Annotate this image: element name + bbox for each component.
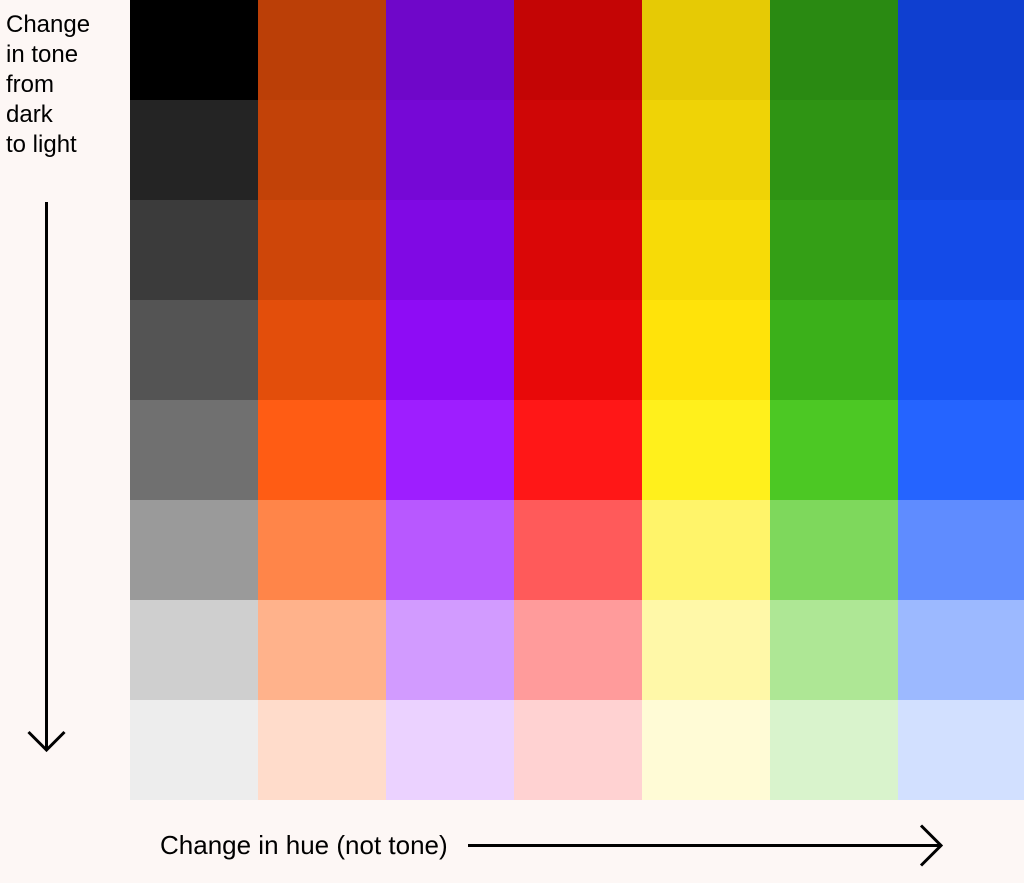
color-swatch [130, 300, 258, 400]
color-swatch [770, 700, 898, 800]
y-axis-label: Changein tonefromdarkto light [6, 10, 121, 160]
color-swatch [130, 400, 258, 500]
y-axis-label-line: dark [6, 100, 121, 130]
color-swatch [642, 0, 770, 100]
y-axis-label-line: Change [6, 10, 121, 40]
color-swatch [898, 100, 1024, 200]
color-swatch [642, 200, 770, 300]
color-swatch [258, 600, 386, 700]
right-arrow-icon [466, 822, 965, 869]
color-swatch [130, 0, 258, 100]
y-axis-label-line: in tone [6, 40, 121, 70]
color-swatch [258, 700, 386, 800]
down-arrow-icon [25, 200, 68, 772]
color-swatch [642, 600, 770, 700]
color-swatch [770, 0, 898, 100]
color-swatch [770, 200, 898, 300]
color-swatch [514, 600, 642, 700]
color-swatch [642, 400, 770, 500]
color-swatch [258, 0, 386, 100]
color-swatch [130, 200, 258, 300]
color-swatch [898, 300, 1024, 400]
color-swatch [642, 300, 770, 400]
color-swatch [898, 700, 1024, 800]
color-swatch [770, 100, 898, 200]
color-swatch [258, 100, 386, 200]
color-swatch [386, 200, 514, 300]
color-swatch [770, 400, 898, 500]
color-swatch [898, 500, 1024, 600]
color-swatch [514, 100, 642, 200]
color-swatch [130, 500, 258, 600]
x-axis: Change in hue (not tone) [160, 822, 965, 869]
color-swatch [898, 600, 1024, 700]
color-swatch [514, 400, 642, 500]
color-swatch [514, 300, 642, 400]
color-swatch [514, 500, 642, 600]
color-swatch [514, 700, 642, 800]
color-swatch [642, 100, 770, 200]
color-swatch [642, 700, 770, 800]
color-swatch [386, 0, 514, 100]
color-tone-hue-diagram: Changein tonefromdarkto light Change in … [0, 0, 1024, 883]
color-swatch [386, 400, 514, 500]
color-swatch [258, 400, 386, 500]
color-swatch [130, 100, 258, 200]
color-swatch [898, 200, 1024, 300]
color-swatch [386, 700, 514, 800]
color-swatch [770, 300, 898, 400]
color-swatch [258, 200, 386, 300]
color-swatch [386, 100, 514, 200]
color-swatch [258, 300, 386, 400]
color-swatch [898, 400, 1024, 500]
y-axis-label-line: to light [6, 130, 121, 160]
color-swatch [386, 500, 514, 600]
color-swatch [514, 200, 642, 300]
color-swatch [514, 0, 642, 100]
x-axis-label: Change in hue (not tone) [160, 830, 448, 861]
color-swatch [130, 700, 258, 800]
color-swatch [386, 600, 514, 700]
y-axis-label-line: from [6, 70, 121, 100]
color-swatch [386, 300, 514, 400]
color-swatch [898, 0, 1024, 100]
color-swatch [770, 500, 898, 600]
color-swatch [258, 500, 386, 600]
color-swatch [642, 500, 770, 600]
color-swatch [130, 600, 258, 700]
color-swatch [770, 600, 898, 700]
color-grid [130, 0, 1024, 800]
